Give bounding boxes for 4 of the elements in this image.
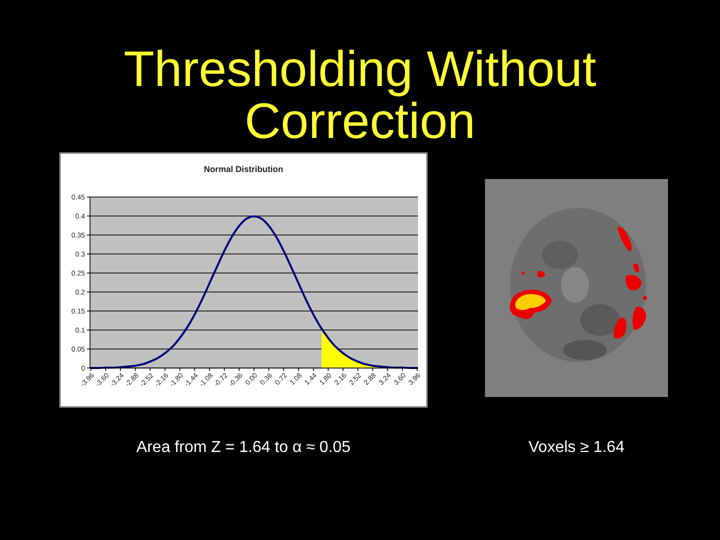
chart-subtitle: Normal Distribution [204,164,284,174]
text: Voxels ≥ 1.64 [528,439,625,456]
chart-title: Thresholding Without Correction [124,41,596,149]
text: Area from Z = 1.64 to α ≈ 0.05 [136,439,351,456]
